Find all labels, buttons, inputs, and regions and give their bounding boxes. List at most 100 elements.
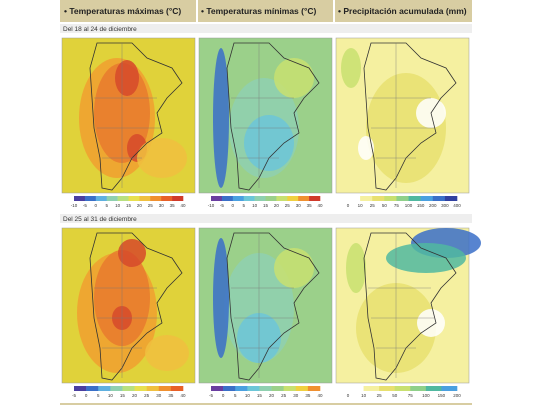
legend-swatch [74, 386, 87, 391]
legend-swatch [86, 386, 99, 391]
legend-tick: -5 [209, 393, 213, 398]
province-borders [231, 43, 297, 188]
province-borders [368, 43, 434, 188]
legend-swatch [276, 196, 288, 201]
legend-tick: 150 [417, 203, 425, 208]
province-borders [94, 43, 160, 188]
province-borders [94, 233, 160, 378]
legend-tick: 75 [394, 203, 400, 208]
legend-tick: 25 [285, 203, 291, 208]
legend-swatch [117, 196, 129, 201]
legend-swatch [444, 196, 458, 201]
legend-tick: 10 [108, 393, 114, 398]
legend-tick: 25 [281, 393, 287, 398]
legend-tick: 200 [453, 393, 461, 398]
map-region [244, 115, 294, 171]
legend-swatch [247, 386, 260, 391]
legend-swatch [420, 196, 434, 201]
legend-tick: 30 [296, 203, 302, 208]
legend-tick: 5 [234, 393, 237, 398]
country-border [89, 42, 183, 191]
legend-tick: 30 [156, 393, 162, 398]
legend-tick: 25 [144, 393, 150, 398]
legend-swatch [396, 196, 409, 201]
legend-swatch [287, 196, 299, 201]
legend-swatch [95, 196, 107, 201]
legend-tick: 20 [132, 393, 138, 398]
legend-swatch [170, 386, 184, 391]
legend-tick: -10 [208, 203, 215, 208]
map-region [213, 48, 229, 188]
map-region [137, 138, 187, 178]
legend-swatch [441, 386, 458, 391]
legend-swatch [410, 386, 427, 391]
map-region [213, 238, 229, 358]
legend-swatch [348, 386, 364, 391]
legend-swatch [425, 386, 442, 391]
row-label: Del 18 al 24 de diciembre [63, 26, 137, 33]
legend-swatch [211, 386, 224, 391]
legend-tick: 40 [317, 393, 323, 398]
map-region [115, 60, 139, 96]
legend-tick: 40 [180, 203, 186, 208]
legend-tick: 0 [347, 203, 350, 208]
map-region [346, 243, 366, 293]
legend-swatch [235, 386, 248, 391]
legend-tick: 20 [137, 203, 143, 208]
legend-tick: 100 [405, 203, 413, 208]
legend-swatch [98, 386, 111, 391]
legend-swatch [363, 386, 380, 391]
country-border [226, 42, 320, 191]
legend-swatch [161, 196, 173, 201]
legend-swatch [307, 386, 321, 391]
row-label-bar [60, 24, 472, 33]
legend-tick: 10 [115, 203, 121, 208]
legend-swatch [74, 196, 86, 201]
legend-tick: 40 [180, 393, 186, 398]
map-region [341, 48, 361, 88]
legend-swatch [360, 196, 373, 201]
legend-tick: 50 [382, 203, 388, 208]
separator [196, 0, 198, 22]
legend-tick: 25 [370, 203, 376, 208]
legend-tick: -10 [71, 203, 78, 208]
legend-tick: 40 [317, 203, 323, 208]
map-panel [335, 227, 481, 384]
legend-swatch [283, 386, 297, 391]
legend-tick: 10 [358, 203, 364, 208]
map-panel [61, 37, 196, 194]
country-border [363, 42, 457, 191]
country-border [363, 232, 457, 381]
legend-swatch [384, 196, 397, 201]
legend-swatch [232, 196, 244, 201]
legend-tick: 400 [453, 203, 461, 208]
legend-swatch [243, 196, 255, 201]
legend-swatch [139, 196, 151, 201]
legend-swatch [298, 196, 310, 201]
legend-tick: 5 [97, 393, 100, 398]
map-panel [335, 37, 470, 194]
map-region [118, 239, 146, 267]
legend-swatch [110, 386, 123, 391]
map-panel [198, 227, 333, 384]
legend-tick: -5 [83, 203, 87, 208]
legend-swatch [146, 386, 160, 391]
legend-tick: 5 [105, 203, 108, 208]
legend-tick: 35 [168, 393, 174, 398]
legend-swatch [150, 196, 162, 201]
legend-swatch [128, 196, 140, 201]
legend-tick: 25 [148, 203, 154, 208]
column-title: • Precipitación acumulada (mm) [338, 6, 467, 16]
legend-swatch [122, 386, 135, 391]
map-panel [198, 37, 333, 194]
column-title: • Temperaturas máximas (°C) [64, 6, 181, 16]
legend-swatch [379, 386, 396, 391]
legend-swatch [432, 196, 446, 201]
legend-tick: 75 [408, 393, 414, 398]
legend-tick: 300 [441, 203, 449, 208]
legend-swatch [254, 196, 266, 201]
legend-tick: 0 [95, 203, 98, 208]
legend-swatch [106, 196, 118, 201]
legend-tick: 15 [120, 393, 126, 398]
